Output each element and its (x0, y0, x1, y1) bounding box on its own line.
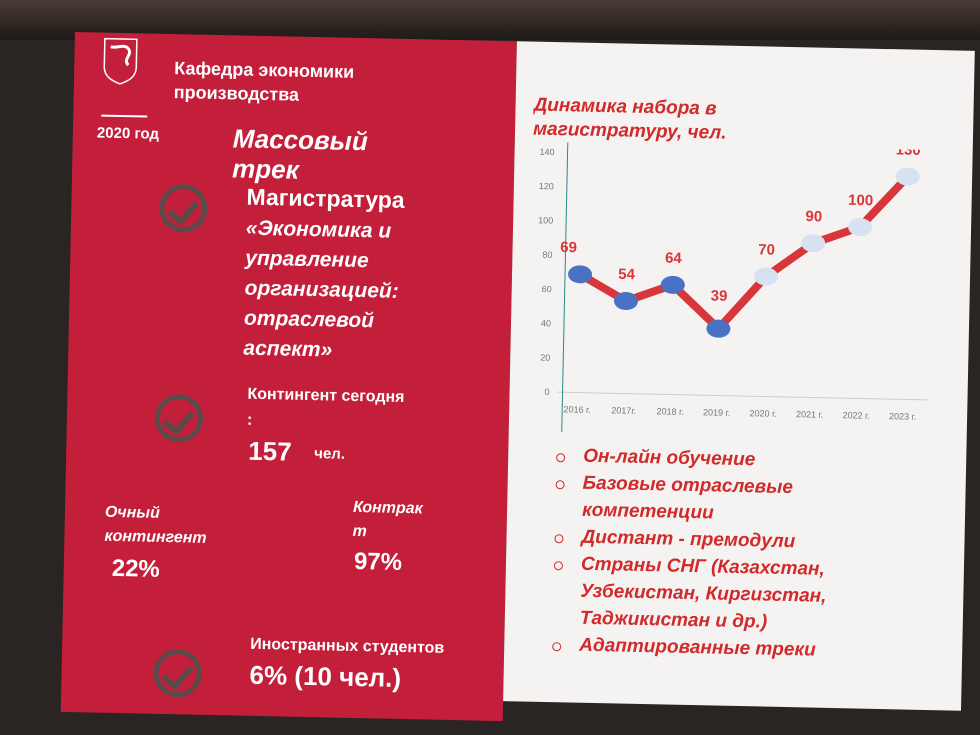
data-point (706, 319, 731, 338)
line-chart: 0 20 40 60 80 100 120 140 2016 г. 2017г. 2018 г. 20… (538, 141, 928, 433)
slide: Кафедра экономики производства 2020 год … (60, 32, 975, 731)
program-name: «Экономика и управление организацией: от… (243, 216, 399, 362)
contract-label: Контрак т (352, 498, 423, 541)
feature-list: Он-лайн обучение Базовые отраслевые компе… (552, 442, 830, 664)
x-tick-label: 2019 г. (703, 407, 730, 418)
data-point (568, 265, 593, 284)
fulltime-value: 22% (111, 554, 161, 583)
x-axis (557, 391, 928, 401)
contingent-value: 157 (247, 435, 292, 467)
foreign-value: 6% (10 чел.) (249, 659, 402, 693)
y-tick-label: 100 (538, 215, 553, 225)
x-tick-label: 2022 г. (842, 410, 869, 421)
data-point (660, 275, 685, 294)
data-point (754, 267, 779, 286)
x-tick-label: 2016 г. (563, 404, 590, 415)
y-tick-label: 120 (539, 181, 554, 191)
data-label: 64 (665, 250, 683, 267)
x-tick-label: 2023 г. (889, 411, 916, 422)
fulltime-label: Очный контингент (104, 503, 207, 547)
y-tick-label: 0 (544, 387, 549, 397)
list-item: Адаптированные треки (552, 631, 826, 664)
y-axis-line (561, 142, 569, 433)
bullet-icon (555, 480, 565, 490)
university-logo-icon (103, 37, 138, 85)
list-item: Базовые отраслевые компетенции (555, 469, 829, 529)
list-item-text: Он-лайн обучение (583, 445, 756, 471)
bullet-icon (554, 534, 564, 544)
data-label: 70 (758, 241, 775, 258)
department-title: Кафедра экономики производства (173, 58, 355, 105)
list-item-text: Базовые отраслевые компетенции (581, 472, 794, 524)
data-label: 69 (560, 239, 577, 256)
bullet-icon (553, 561, 564, 571)
x-tick-label: 2018 г. (656, 406, 683, 417)
bullet-icon (556, 453, 566, 463)
y-tick-label: 40 (541, 318, 551, 328)
x-tick-label: 2020 г. (749, 408, 776, 419)
chart-title: Динамика набора в магистратуру, чел. (532, 94, 727, 144)
data-label: 90 (805, 208, 822, 225)
list-item-text: Адаптированные треки (579, 634, 816, 661)
track-title: Массовый трек (231, 123, 369, 185)
data-point (848, 218, 873, 237)
list-item-text: Страны СНГ (Казахстан, Узбекистан, Кирги… (579, 553, 827, 633)
data-point (801, 234, 826, 253)
y-tick-label: 80 (542, 250, 552, 260)
data-label: 100 (848, 192, 873, 210)
x-tick-label: 2017г. (611, 405, 636, 416)
x-tick-label: 2021 г. (796, 409, 823, 420)
y-tick-label: 60 (542, 284, 552, 294)
y-tick-label: 140 (539, 147, 554, 157)
y-tick-label: 20 (540, 353, 550, 363)
bullet-icon (552, 642, 562, 652)
year-label: 2020 год (96, 124, 160, 143)
list-item: Страны СНГ (Казахстан, Узбекистан, Кирги… (553, 550, 828, 637)
data-label: 54 (618, 266, 636, 283)
contingent-unit: чел. (314, 445, 346, 463)
data-point (895, 167, 920, 186)
contingent-label: Контингент сегодня : (246, 385, 405, 429)
contract-value: 97% (353, 547, 403, 576)
program-title: Магистратура (246, 183, 405, 213)
data-label: 39 (711, 288, 728, 305)
data-point (613, 292, 638, 311)
